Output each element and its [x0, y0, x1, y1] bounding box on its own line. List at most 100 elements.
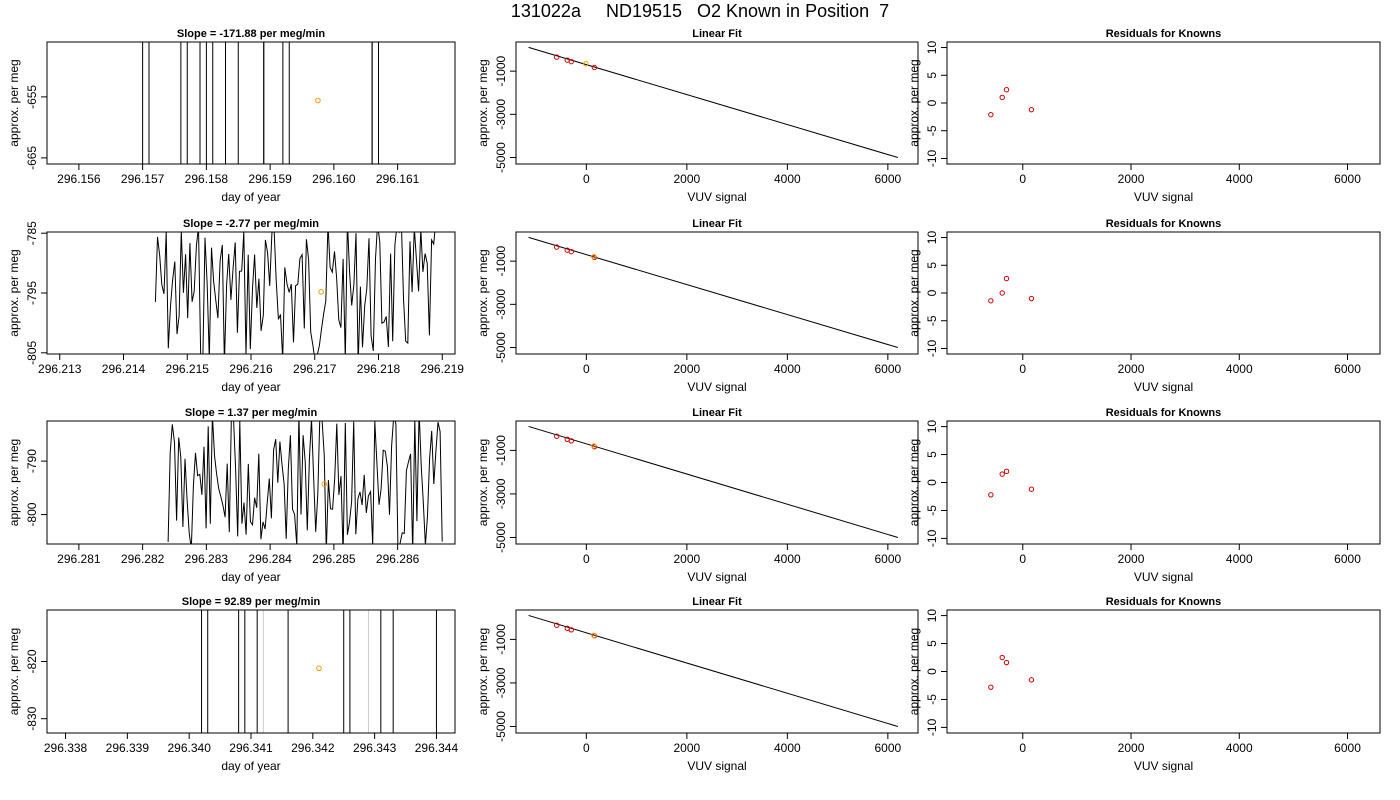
plot-frame: [515, 420, 919, 545]
x-tick-label: 296.218: [357, 362, 401, 376]
y-tick-label: -830: [25, 706, 39, 730]
fit-line: [528, 425, 899, 538]
y-tick-label: -10: [925, 529, 939, 547]
x-tick-label: 2000: [673, 172, 700, 186]
y-tick-label: 5: [925, 451, 939, 458]
y-tick-label: 5: [925, 72, 939, 79]
y-tick-label: -795: [25, 281, 39, 305]
panel-title: Slope = 92.89 per meg/min: [182, 596, 321, 608]
x-tick-label: 4000: [1226, 172, 1253, 186]
y-tick-label: -10: [925, 339, 939, 357]
x-tick-label: 4000: [774, 362, 801, 376]
plot-area: [528, 46, 899, 159]
y-tick-label: 0: [925, 668, 939, 675]
y-axis-label: approx. per meg: [7, 59, 21, 146]
x-tick-label: 296.286: [376, 552, 420, 566]
known-point: [554, 622, 560, 628]
plot-frame: [946, 609, 1381, 734]
panel-title: Slope = 1.37 per meg/min: [185, 407, 318, 419]
x-axis-label: VUV signal: [687, 759, 746, 773]
y-tick-label: 5: [925, 262, 939, 269]
y-axis-label: approx. per meg: [476, 249, 490, 336]
panel-4-2: Linear Fit 0 2000 4000 6000 -5000 -3000 -1000 VU…: [476, 596, 919, 773]
x-tick-label: 2000: [1118, 362, 1145, 376]
x-tick-label: 296.283: [185, 552, 229, 566]
plot-area: [988, 86, 1035, 118]
plot-frame: [515, 231, 919, 355]
plot-area: [988, 275, 1035, 304]
y-tick-label: -5: [925, 694, 939, 705]
y-tick-label: -5: [925, 505, 939, 516]
y-axis-label: approx. per meg: [476, 628, 490, 715]
x-axis-label: day of year: [221, 380, 280, 394]
residual-point: [1003, 468, 1010, 475]
y-tick-label: -790: [25, 449, 39, 473]
y-tick-label: -1000: [494, 245, 508, 276]
plot-frame: [946, 231, 1381, 355]
y-tick-label: -5: [925, 315, 939, 326]
y-tick-label: 10: [925, 420, 939, 434]
x-tick-label: 6000: [1334, 552, 1361, 566]
residual-point: [1003, 659, 1010, 666]
x-tick-label: 296.160: [312, 172, 356, 186]
x-tick-label: 4000: [1226, 362, 1253, 376]
x-tick-label: 0: [583, 552, 590, 566]
known-point: [554, 244, 560, 250]
x-tick-label: 296.158: [185, 172, 229, 186]
x-tick-label: 296.285: [312, 552, 356, 566]
trace-line: [154, 232, 436, 354]
y-axis-label: approx. per meg: [907, 439, 921, 526]
residual-point: [1003, 86, 1010, 93]
y-tick-label: -5000: [494, 332, 508, 363]
y-tick-label: 10: [925, 609, 939, 623]
residual-point: [1028, 677, 1035, 683]
residual-point: [1028, 106, 1035, 113]
x-tick-label: 2000: [673, 362, 700, 376]
sample-point: [591, 443, 597, 449]
panel-3-1: Slope = 1.37 per meg/min 296.281 296.282 29…: [7, 407, 456, 584]
residual-point: [1028, 486, 1035, 492]
x-tick-label: 296.281: [57, 552, 101, 566]
y-tick-label: 0: [925, 479, 939, 486]
y-axis-label: approx. per meg: [7, 628, 21, 715]
y-axis-label: approx. per meg: [907, 628, 921, 715]
y-tick-label: -3000: [494, 99, 508, 130]
residual-point: [999, 290, 1005, 296]
panel-title: Linear Fit: [692, 218, 742, 230]
plot-area: [528, 425, 899, 538]
y-tick-label: -3000: [494, 478, 508, 509]
plot-area: [142, 42, 379, 164]
x-tick-label: 6000: [1334, 362, 1361, 376]
y-tick-label: -3000: [494, 289, 508, 320]
residual-point: [1003, 275, 1010, 282]
y-tick-label: -10: [925, 149, 939, 167]
panel-title: Residuals for Knowns: [1106, 28, 1222, 40]
x-axis-label: VUV signal: [687, 570, 746, 584]
sample-point: [315, 97, 321, 104]
panel-title: Slope = -171.88 per meg/min: [177, 28, 326, 40]
x-tick-label: 2000: [1118, 172, 1145, 186]
x-tick-label: 296.344: [415, 741, 459, 755]
x-tick-label: 296.341: [229, 741, 273, 755]
x-tick-label: 4000: [774, 741, 801, 755]
panel-4-3: Residuals for Knowns 0 2000 4000 6000 -10 -5 0 5…: [907, 596, 1381, 773]
y-tick-label: -665: [25, 146, 39, 170]
fit-line: [528, 236, 899, 349]
x-tick-label: 296.284: [248, 552, 292, 566]
x-axis-label: VUV signal: [687, 190, 746, 204]
fit-line: [528, 614, 899, 727]
x-tick-label: 4000: [1226, 741, 1253, 755]
plot-area: [988, 654, 1035, 690]
known-point: [568, 248, 574, 255]
y-tick-label: 0: [925, 289, 939, 296]
x-tick-label: 296.217: [293, 362, 337, 376]
y-tick-label: -5000: [494, 711, 508, 742]
x-tick-label: 6000: [874, 172, 901, 186]
x-tick-label: 296.282: [121, 552, 165, 566]
x-axis-label: VUV signal: [1134, 759, 1193, 773]
residual-point: [988, 684, 994, 690]
x-tick-label: 2000: [1118, 741, 1145, 755]
y-tick-label: -5000: [494, 142, 508, 173]
residual-point: [988, 492, 994, 498]
x-tick-label: 6000: [874, 362, 901, 376]
